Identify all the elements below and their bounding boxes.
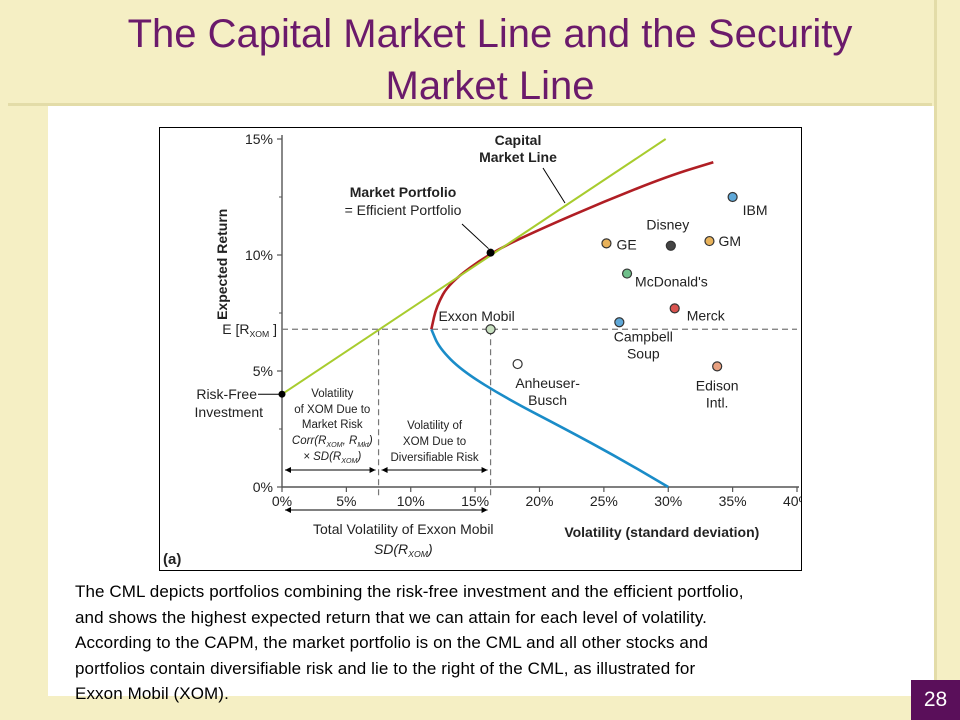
stock-point-ibm — [727, 191, 738, 203]
capital-market-line — [281, 138, 667, 396]
cml-chart-svg: 0% 5% 10% 15% 20% 25% 30% 35% 40% 0% 5% 10% 15% Expec… — [163, 131, 801, 568]
total-volatility-arrowhead-left — [285, 507, 291, 513]
e-rxom-label: E [RXOM ] — [222, 321, 277, 340]
x-tick-label: 0% — [272, 493, 292, 509]
caption-line: Exxon Mobil (XOM). — [75, 684, 229, 703]
market-portfolio-point — [486, 248, 495, 257]
stock-label-ibm: IBM — [743, 202, 768, 218]
x-tick-label: 40% — [783, 493, 801, 509]
slide-title-line1: The Capital Market Line and the Security — [127, 12, 853, 56]
stock-label-mcdonald-s: McDonald's — [635, 274, 708, 290]
caption-line: According to the CAPM, the market portfo… — [75, 633, 709, 652]
total-volatility-arrowhead-right — [481, 507, 488, 513]
stock-label-campbell-soup: Campbell — [614, 328, 673, 344]
caption-line: and shows the highest expected return th… — [75, 607, 707, 627]
x-axis-label: Volatility (standard deviation) — [564, 524, 759, 540]
slide-title-line2: Market Line — [385, 64, 595, 108]
stock-label-ge: GE — [616, 236, 636, 252]
caption-line: portfolios contain diversifiable risk an… — [75, 658, 696, 678]
slide-title: The Capital Market Line and the Security… — [0, 8, 960, 112]
market-risk-arrowhead-left — [285, 467, 291, 473]
cml-chart: 0% 5% 10% 15% 20% 25% 30% 35% 40% 0% 5% 10% 15% Expec… — [159, 127, 802, 571]
diversifiable-risk-label: XOM Due to — [403, 436, 466, 448]
slide-caption: The CML depicts portfolios combining the… — [75, 579, 920, 707]
stock-point-ge — [601, 238, 612, 249]
total-volatility-formula: SD(RXOM) — [374, 541, 433, 559]
cml-label-leader — [542, 167, 566, 204]
market-risk-label-formula: Corr(RXOM, RMkt) — [292, 435, 373, 449]
market-portfolio-label: = Efficient Portfolio — [345, 202, 462, 218]
stock-point-edison-intl — [712, 361, 723, 372]
cml-label: Market Line — [479, 149, 557, 165]
stock-label-edison-intl: Edison — [696, 377, 739, 393]
y-tick-label: 10% — [245, 247, 273, 263]
risk-free-label: Risk-Free — [196, 386, 257, 402]
stock-point-mcdonald-s — [621, 268, 633, 279]
diversifiable-risk-label: Volatility of — [407, 420, 463, 432]
stock-label-exxon-mobil: Exxon Mobil — [438, 308, 514, 324]
side-divider — [934, 0, 937, 720]
x-tick-label: 10% — [397, 493, 425, 509]
y-tick-label: 0% — [253, 479, 273, 495]
y-axis-label: Expected Return — [214, 209, 230, 320]
market-risk-label: Market Risk — [302, 419, 363, 431]
caption-line: The CML depicts portfolios combining the… — [75, 582, 744, 601]
diversifiable-arrowhead-right — [481, 467, 488, 473]
efficient-frontier-lower — [430, 328, 669, 489]
page-number-badge: 28 — [911, 680, 960, 720]
stock-label-anheuser-busch: Anheuser- — [515, 375, 580, 391]
stock-point-anheuser-busch — [512, 358, 523, 370]
diversifiable-arrowhead-left — [381, 467, 388, 473]
risk-free-label: Investment — [195, 404, 264, 420]
x-tick-label: 35% — [719, 493, 747, 509]
stock-label-anheuser-busch: Busch — [528, 392, 567, 408]
x-tick-label: 15% — [461, 493, 489, 509]
market-portfolio-leader — [461, 223, 489, 250]
market-risk-label-formula: × SD(RXOM) — [303, 451, 361, 465]
stock-point-disney — [665, 240, 676, 251]
stock-label-gm: GM — [718, 233, 741, 249]
stock-label-merck: Merck — [687, 307, 726, 323]
x-tick-label: 20% — [525, 493, 553, 509]
market-risk-label: Volatility — [311, 388, 353, 400]
stock-label-campbell-soup: Soup — [627, 345, 660, 361]
y-tick-label: 5% — [253, 363, 273, 379]
x-tick-label: 25% — [590, 493, 618, 509]
x-tick-label: 5% — [336, 493, 356, 509]
title-divider — [8, 103, 932, 106]
cml-label: Capital — [495, 132, 542, 148]
stock-label-disney: Disney — [646, 217, 689, 233]
stock-point-exxon-mobil — [485, 324, 496, 335]
panel-label: (a) — [163, 551, 181, 568]
diversifiable-risk-label: Diversifiable Risk — [390, 452, 478, 464]
stock-point-gm — [704, 235, 715, 247]
y-tick-label: 15% — [245, 131, 273, 147]
x-tick-label: 30% — [654, 493, 682, 509]
market-portfolio-label: Market Portfolio — [350, 184, 457, 200]
stock-point-merck — [669, 303, 680, 314]
market-risk-arrowhead-right — [369, 467, 376, 473]
market-risk-label: of XOM Due to — [294, 404, 370, 416]
stock-point-campbell-soup — [614, 317, 625, 328]
stock-label-edison-intl: Intl. — [706, 394, 729, 410]
total-volatility-label: Total Volatility of Exxon Mobil — [313, 521, 494, 537]
